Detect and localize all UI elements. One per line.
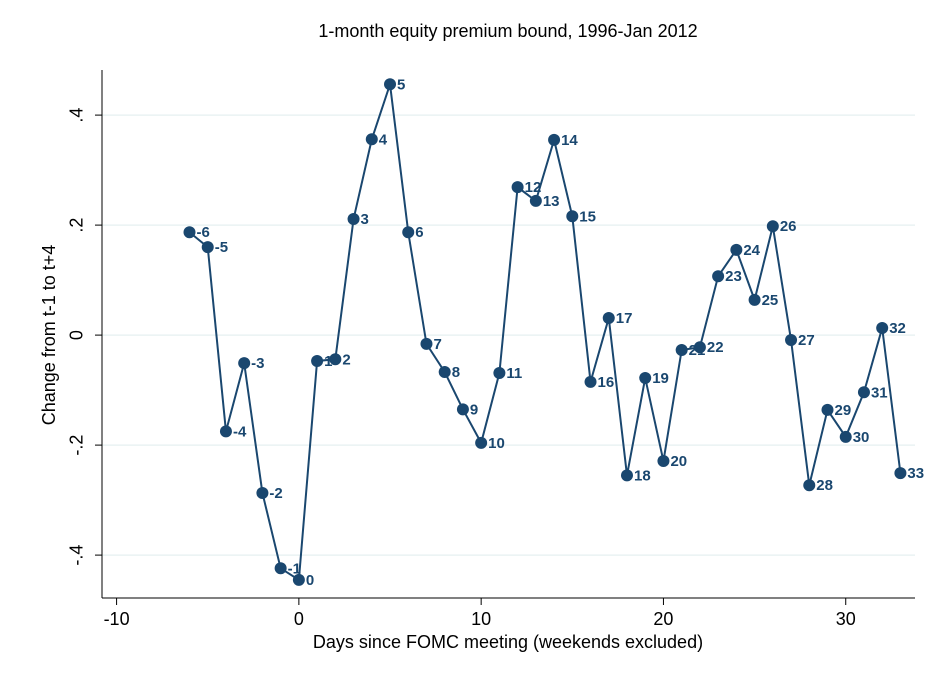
marker [201,241,214,254]
marker [511,181,524,194]
point-label: 30 [853,429,870,446]
point-label: 10 [488,435,505,452]
marker [219,425,232,438]
point-label: 29 [835,402,852,419]
x-tick-label: 20 [653,609,673,629]
marker [365,133,378,146]
marker [639,372,652,384]
point-label: 18 [634,467,651,484]
point-label: 2 [342,351,350,368]
point-label: 16 [598,374,615,391]
marker [438,365,451,378]
point-label: 12 [525,179,542,196]
marker [712,270,725,283]
point-label: 20 [670,453,687,470]
marker [876,321,889,334]
point-label: 0 [306,572,314,589]
point-label: 6 [415,224,423,241]
marker [493,367,506,380]
line [188,83,902,582]
y-tick-label: .2 [67,218,87,233]
point-label: 32 [889,320,906,337]
marker [602,312,615,325]
point-label: 14 [561,132,578,149]
marker [821,403,834,416]
marker [803,479,816,492]
point-label: 5 [397,76,405,93]
marker [329,353,342,366]
marker [566,210,579,223]
x-axis-label: Days since FOMC meeting (weekends exclud… [313,632,703,652]
marker [529,194,542,207]
point-label: -1 [288,560,301,577]
y-tick-label: 0 [67,330,87,340]
marker [857,386,870,399]
point-label: 17 [616,310,633,327]
x-tick-label: -10 [104,609,130,629]
marker [785,334,798,347]
chart-title: 1-month equity premium bound, 1996-Jan 2… [318,21,697,41]
point-label: -5 [215,239,228,256]
point-label: 27 [798,332,815,349]
y-axis-label: Change from t-1 to t+4 [39,245,59,426]
marker [256,486,269,499]
marker [730,243,743,256]
marker [347,213,360,226]
marker [748,293,761,306]
x-tick-label: 30 [836,609,856,629]
point-label: 25 [762,292,779,309]
marker [657,455,670,468]
marker [693,341,706,354]
marker [292,573,305,586]
marker [894,467,907,480]
marker [766,220,779,233]
point-label: 13 [543,193,560,210]
point-label: 24 [743,242,760,259]
point-label: 19 [652,370,669,387]
marker [384,78,397,91]
point-label: 1 [324,353,332,370]
y-tick-label: -.2 [67,435,87,456]
marker [548,133,561,146]
point-label: 11 [506,365,522,382]
marker [839,430,852,443]
point-label: -3 [251,355,264,372]
marker [311,354,324,367]
x-tick-label: 0 [294,609,304,629]
point-label: 4 [379,131,388,148]
point-label: -4 [233,423,247,440]
marker [456,403,469,416]
marker [238,357,251,370]
point-label: 28 [816,477,833,494]
y-tick-label: -.4 [67,545,87,566]
point-label: 33 [907,465,924,482]
point-label: 7 [433,336,441,353]
marker [475,436,488,449]
x-tick-label: 10 [471,609,491,629]
y-tick-label: .4 [67,108,87,123]
marker [183,226,196,239]
point-label: 22 [707,339,724,356]
point-label: 8 [452,364,460,381]
point-label: 26 [780,218,797,235]
marker [675,343,688,356]
point-label: 15 [579,208,596,225]
marker [274,562,287,575]
point-label: -6 [196,224,209,241]
point-label: 23 [725,268,742,285]
marker [584,375,597,388]
point-label: -2 [269,485,282,502]
point-label: 9 [470,401,478,418]
marker [620,469,633,482]
marker [402,226,415,239]
marker [420,337,433,350]
point-label: 3 [361,211,369,228]
point-label: 31 [871,384,888,401]
